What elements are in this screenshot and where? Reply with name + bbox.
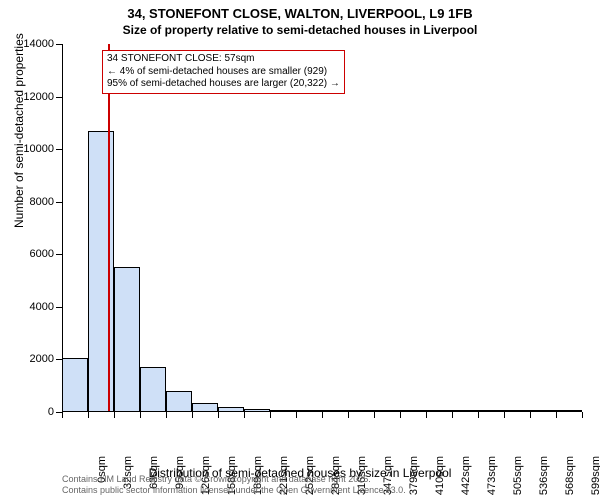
y-tick bbox=[56, 254, 62, 255]
x-tick bbox=[582, 412, 583, 418]
attribution-line1: Contains HM Land Registry data © Crown c… bbox=[62, 474, 406, 485]
y-tick bbox=[56, 149, 62, 150]
attribution-line2: Contains public sector information licen… bbox=[62, 485, 406, 496]
x-tick bbox=[322, 412, 323, 418]
annotation-box: 34 STONEFONT CLOSE: 57sqm← 4% of semi-de… bbox=[102, 50, 345, 94]
y-tick-label: 12000 bbox=[23, 91, 54, 103]
x-tick bbox=[114, 412, 115, 418]
annotation-line: 95% of semi-detached houses are larger (… bbox=[107, 78, 340, 91]
x-tick bbox=[270, 412, 271, 418]
x-tick bbox=[88, 412, 89, 418]
x-tick bbox=[400, 412, 401, 418]
histogram-bar bbox=[114, 267, 140, 412]
y-tick-label: 14000 bbox=[23, 38, 54, 50]
annotation-line: ← 4% of semi-detached houses are smaller… bbox=[107, 66, 340, 79]
y-tick bbox=[56, 307, 62, 308]
histogram-bar bbox=[166, 391, 192, 412]
chart-subtitle: Size of property relative to semi-detach… bbox=[0, 23, 600, 37]
x-tick bbox=[244, 412, 245, 418]
y-tick-label: 6000 bbox=[30, 248, 54, 260]
x-tick bbox=[192, 412, 193, 418]
y-axis-title: Number of semi-detached properties bbox=[12, 33, 26, 228]
y-tick-label: 8000 bbox=[30, 196, 54, 208]
y-tick bbox=[56, 97, 62, 98]
y-tick-label: 2000 bbox=[30, 353, 54, 365]
x-tick bbox=[166, 412, 167, 418]
histogram-bar bbox=[88, 131, 114, 412]
y-tick-label: 0 bbox=[48, 406, 54, 418]
x-tick bbox=[140, 412, 141, 418]
y-tick-label: 10000 bbox=[23, 143, 54, 155]
plot-area: 34 STONEFONT CLOSE: 57sqm← 4% of semi-de… bbox=[62, 44, 582, 412]
histogram-bar bbox=[62, 358, 88, 412]
histogram-bar bbox=[140, 367, 166, 412]
x-tick bbox=[426, 412, 427, 418]
y-tick-label: 4000 bbox=[30, 301, 54, 313]
x-tick bbox=[218, 412, 219, 418]
attribution: Contains HM Land Registry data © Crown c… bbox=[62, 474, 406, 496]
x-tick bbox=[530, 412, 531, 418]
x-tick bbox=[452, 412, 453, 418]
y-tick bbox=[56, 359, 62, 360]
chart-title: 34, STONEFONT CLOSE, WALTON, LIVERPOOL, … bbox=[0, 0, 600, 23]
y-tick bbox=[56, 44, 62, 45]
annotation-line: 34 STONEFONT CLOSE: 57sqm bbox=[107, 53, 340, 66]
x-tick bbox=[348, 412, 349, 418]
x-tick bbox=[556, 412, 557, 418]
y-tick bbox=[56, 202, 62, 203]
x-tick bbox=[296, 412, 297, 418]
property-marker-line bbox=[108, 44, 110, 412]
x-tick bbox=[504, 412, 505, 418]
x-tick bbox=[62, 412, 63, 418]
chart-area: 34 STONEFONT CLOSE: 57sqm← 4% of semi-de… bbox=[62, 44, 582, 412]
x-tick bbox=[478, 412, 479, 418]
x-tick bbox=[374, 412, 375, 418]
y-axis-line bbox=[62, 44, 63, 412]
